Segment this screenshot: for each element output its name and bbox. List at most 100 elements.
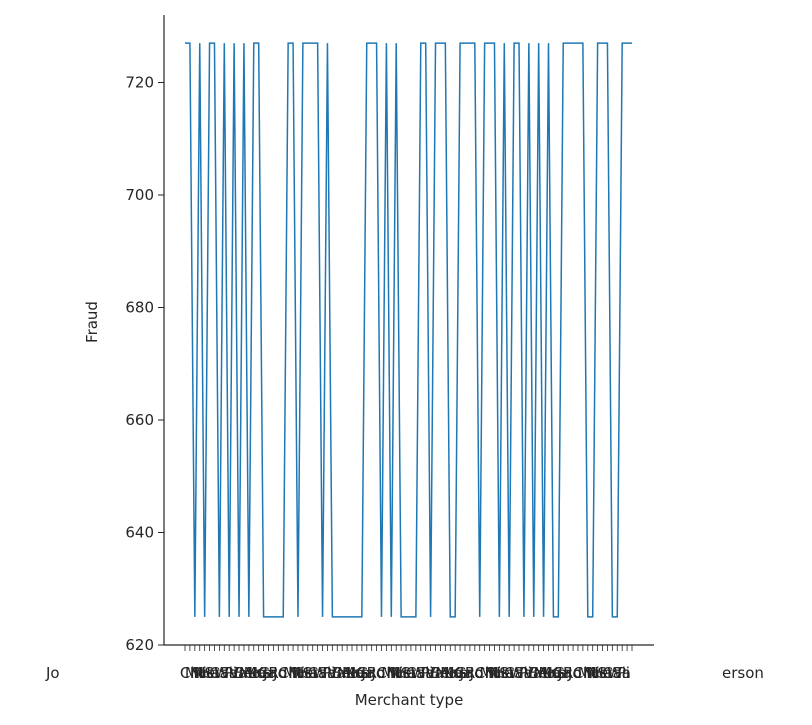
- x-tick-label: Mo: [239, 664, 261, 682]
- x-tick-label: Ro: [367, 664, 386, 682]
- x-tick-label: Ha: [200, 664, 220, 682]
- x-ticks: ChMcMiNeHaStCaWiSaPiVaBeMoMaLuKeGrJaRoJo…: [180, 645, 633, 682]
- x-tick-label: Lu: [445, 664, 463, 682]
- y-ticks: 620 640 660 680 700 720: [125, 74, 164, 654]
- x-tick-label: Sa: [612, 664, 631, 682]
- x-tick-label: Mc: [185, 664, 206, 682]
- x-tick-label: Ca: [504, 664, 524, 682]
- x-tick-label: Lu: [543, 664, 561, 682]
- x-tick-label: Mi: [190, 664, 207, 682]
- x-tick-label: Mc: [480, 664, 501, 682]
- x-tick-label: Ro: [268, 664, 287, 682]
- x-tick-label: Be: [332, 664, 352, 682]
- x-tick-label: Pi: [617, 664, 630, 682]
- x-tick-label: Ch: [475, 664, 495, 682]
- x-tick-label: St: [204, 664, 220, 682]
- y-axis-title: Fraud: [83, 301, 101, 343]
- y-tick-label: 720: [125, 74, 154, 92]
- x-tick-label: Gr: [357, 664, 376, 682]
- x-tick-label: Va: [524, 664, 542, 682]
- x-tick-label: Ca: [406, 664, 426, 682]
- x-tick-label: Ja: [361, 664, 376, 682]
- x-tick-label: Gr: [259, 664, 278, 682]
- x-tick-label: Mi: [583, 664, 600, 682]
- x-tick-label: Va: [327, 664, 345, 682]
- x-tick-label: Ca: [602, 664, 622, 682]
- x-tick-label: Mc: [578, 664, 599, 682]
- y-tick-label: 680: [125, 299, 154, 317]
- x-tick-label: Ja: [262, 664, 277, 682]
- x-tick-label: Jo: [370, 664, 385, 682]
- x-tick-label: Ne: [489, 664, 509, 682]
- x-tick-label: Ke: [352, 664, 370, 682]
- x-tick-label: Ja: [557, 664, 572, 682]
- x-tick-label: Va: [426, 664, 444, 682]
- x-tick-label: St: [303, 664, 319, 682]
- x-tick-label: Pi: [322, 664, 335, 682]
- series-line: [185, 42, 632, 618]
- x-tick-label: Wi: [214, 664, 233, 682]
- y-tick-label: 640: [125, 524, 154, 542]
- x-tick-label: Ca: [209, 664, 229, 682]
- x-tick-label: Ha: [593, 664, 613, 682]
- x-tick-label: Ro: [465, 664, 484, 682]
- x-tick-label: Ch: [180, 664, 200, 682]
- x-tick-label: St: [597, 664, 613, 682]
- x-tick-label: Ro: [563, 664, 582, 682]
- x-tick-label: Be: [430, 664, 450, 682]
- x-tick-label: Wi: [313, 664, 332, 682]
- x-tick-label: St: [401, 664, 417, 682]
- x-tick-label: Ha: [494, 664, 514, 682]
- x-tick-label: Mo: [435, 664, 457, 682]
- x-tick-label: Ma: [342, 664, 364, 682]
- x-tick-label-first: Jo: [45, 664, 60, 682]
- x-tick-label: Wi: [411, 664, 430, 682]
- x-tick-label: Jo: [469, 664, 484, 682]
- x-tick-label: Ma: [244, 664, 266, 682]
- series: [185, 42, 632, 618]
- x-tick-label: Ke: [254, 664, 272, 682]
- x-tick-label: Ne: [293, 664, 313, 682]
- axes: [163, 15, 654, 646]
- x-tick-label: Ch: [278, 664, 298, 682]
- x-tick-label-last: erson: [722, 664, 764, 682]
- x-tick-label: Sa: [219, 664, 238, 682]
- x-tick-label: Ne: [588, 664, 608, 682]
- x-tick-label: Wi: [509, 664, 528, 682]
- x-tick-label: Mi: [386, 664, 403, 682]
- x-tick-label: Be: [529, 664, 549, 682]
- x-tick-label: Mi: [288, 664, 305, 682]
- x-tick-label: Ha: [298, 664, 318, 682]
- x-tick-label: Pi: [519, 664, 532, 682]
- x-tick-label: Gr: [553, 664, 572, 682]
- x-axis-title: Merchant type: [355, 691, 464, 709]
- x-tick-label: Ca: [308, 664, 328, 682]
- x-tick-label: Sa: [416, 664, 435, 682]
- x-tick-label: Wi: [607, 664, 626, 682]
- x-tick-label: Lu: [347, 664, 365, 682]
- x-tick-label: Pi: [224, 664, 237, 682]
- x-tick-label: Ma: [440, 664, 462, 682]
- y-tick-label: 700: [125, 186, 154, 204]
- x-tick-label: Mc: [381, 664, 402, 682]
- x-tick-label: St: [499, 664, 515, 682]
- x-tick-label: Ne: [195, 664, 215, 682]
- y-tick-label: 620: [125, 636, 154, 654]
- x-tick-label: Ja: [459, 664, 474, 682]
- x-tick-label: Jo: [567, 664, 582, 682]
- x-tick-label: Mo: [337, 664, 359, 682]
- x-tick-label: Be: [234, 664, 254, 682]
- x-tick-label: Sa: [317, 664, 336, 682]
- x-tick-label: Lu: [249, 664, 267, 682]
- x-tick-label: Pi: [421, 664, 434, 682]
- x-tick-label: Sa: [514, 664, 533, 682]
- x-tick-label: Va: [229, 664, 247, 682]
- x-tick-label: Mc: [283, 664, 304, 682]
- x-tick-label: Jo: [272, 664, 287, 682]
- x-tick-label: Ha: [396, 664, 416, 682]
- x-tick-label: Ch: [376, 664, 396, 682]
- x-tick-label: Ne: [391, 664, 411, 682]
- x-tick-label: Ma: [538, 664, 560, 682]
- x-tick-label: Ch: [573, 664, 593, 682]
